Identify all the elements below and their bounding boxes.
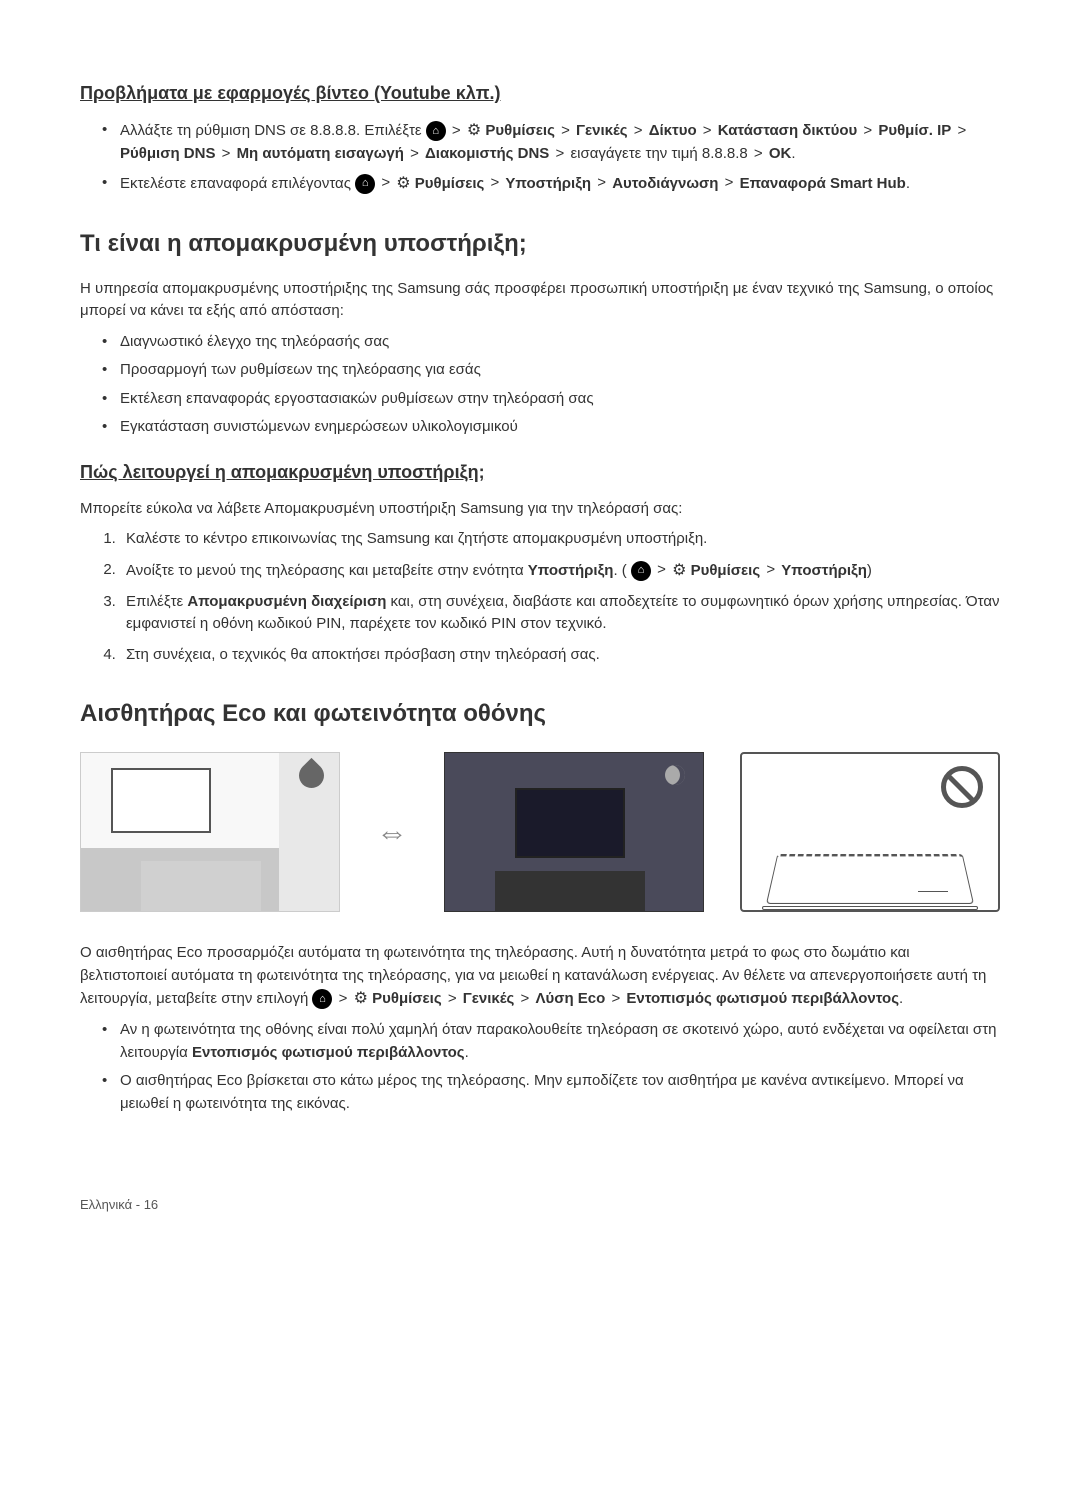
- nav-separator: >: [597, 174, 606, 191]
- nav-item: Ρυθμίσεις: [485, 122, 555, 139]
- nav-item: Γενικές: [463, 990, 515, 1007]
- step-text: ): [867, 561, 872, 578]
- section1-bullet-1: Αλλάξτε τη ρύθμιση DNS σε 8.8.8.8. Επιλέ…: [120, 119, 1000, 166]
- nav-item: Ρυθμίσεις: [415, 174, 485, 191]
- step-1: Καλέστε το κέντρο επικοινωνίας της Samsu…: [120, 528, 1000, 551]
- section2-intro: Η υπηρεσία απομακρυσμένης υποστήριξης τη…: [80, 278, 1000, 323]
- step-text: Ανοίξτε το μενού της τηλεόρασης και μετα…: [126, 561, 528, 578]
- nav-item: Γενικές: [576, 122, 628, 139]
- home-icon: ⌂: [426, 121, 446, 141]
- nav-separator: >: [339, 990, 348, 1007]
- nav-separator: >: [448, 990, 457, 1007]
- figure-dark-room: [444, 752, 704, 912]
- nav-separator: >: [766, 561, 775, 578]
- step-bold: Απομακρυσμένη διαχείριση: [187, 593, 386, 610]
- nav-item: Ρυθμίσεις: [372, 990, 442, 1007]
- nav-item: Εντοπισμός φωτισμού περιβάλλοντος: [626, 990, 899, 1007]
- section4-bullet-1: Αν η φωτεινότητα της οθόνης είναι πολύ χ…: [120, 1019, 1000, 1064]
- nav-separator: >: [490, 174, 499, 191]
- section4-heading: Αισθητήρας Eco και φωτεινότητα οθόνης: [80, 696, 1000, 732]
- intro-text: .: [899, 990, 903, 1007]
- nav-separator: >: [410, 145, 419, 162]
- nav-separator: >: [863, 122, 872, 139]
- nav-separator: >: [754, 145, 763, 162]
- bullet-text: Εκτελέστε επαναφορά επιλέγοντας: [120, 174, 355, 191]
- section4-intro: Ο αισθητήρας Eco προσαρμόζει αυτόματα τη…: [80, 942, 1000, 1011]
- nav-separator: >: [703, 122, 712, 139]
- nav-item: Διακομιστής DNS: [425, 145, 549, 162]
- list-item: Εγκατάσταση συνιστώμενων ενημερώσεων υλι…: [120, 416, 1000, 439]
- nav-separator: >: [521, 990, 530, 1007]
- step-text: . (: [613, 561, 626, 578]
- home-icon: ⌂: [312, 989, 332, 1009]
- nav-item: Ρυθμίσεις: [691, 561, 761, 578]
- section4-bullets: Αν η φωτεινότητα της οθόνης είναι πολύ χ…: [80, 1019, 1000, 1115]
- nav-separator: >: [657, 561, 666, 578]
- step-3: Επιλέξτε Απομακρυσμένη διαχείριση και, σ…: [120, 591, 1000, 636]
- nav-item: Υποστήριξη: [505, 174, 591, 191]
- nav-item: Δίκτυο: [649, 122, 697, 139]
- nav-separator: >: [634, 122, 643, 139]
- section1-heading: Προβλήματα με εφαρμογές βίντεο (Youtube …: [80, 80, 1000, 107]
- bullet-text: Αλλάξτε τη ρύθμιση DNS σε 8.8.8.8. Επιλέ…: [120, 122, 426, 139]
- step-bold: Υποστήριξη: [528, 561, 614, 578]
- section2-bullets: Διαγνωστικό έλεγχο της τηλεόρασής σας Πρ…: [80, 331, 1000, 439]
- nav-separator: >: [452, 122, 461, 139]
- nav-separator: >: [222, 145, 231, 162]
- nav-item: Ρυθμίσ. IP: [878, 122, 951, 139]
- nav-separator: >: [725, 174, 734, 191]
- section1-bullets: Αλλάξτε τη ρύθμιση DNS σε 8.8.8.8. Επιλέ…: [80, 119, 1000, 196]
- gear-icon: ⚙: [467, 119, 481, 143]
- nav-item: Επαναφορά Smart Hub: [740, 174, 906, 191]
- nav-item: Αυτοδιάγνωση: [612, 174, 718, 191]
- list-item: Εκτέλεση επαναφοράς εργοστασιακών ρυθμίσ…: [120, 388, 1000, 411]
- nav-separator: >: [381, 174, 390, 191]
- nav-separator: >: [556, 145, 565, 162]
- eco-sensor-figures: ⇔: [80, 752, 1000, 912]
- bullet-text: .: [791, 145, 795, 162]
- section3-heading: Πώς λειτουργεί η απομακρυσμένη υποστήριξ…: [80, 459, 1000, 486]
- gear-icon: ⚙: [672, 559, 686, 583]
- nav-separator: >: [561, 122, 570, 139]
- nav-separator: >: [957, 122, 966, 139]
- bullet-text: εισαγάγετε την τιμή 8.8.8.8: [570, 145, 751, 162]
- figure-bright-room: [80, 752, 340, 912]
- bullet-text: .: [465, 1044, 469, 1061]
- step-text: Επιλέξτε: [126, 593, 187, 610]
- section3-intro: Μπορείτε εύκολα να λάβετε Απομακρυσμένη …: [80, 498, 1000, 521]
- list-item: Προσαρμογή των ρυθμίσεων της τηλεόρασης …: [120, 359, 1000, 382]
- section4-bullet-2: Ο αισθητήρας Eco βρίσκεται στο κάτω μέρο…: [120, 1070, 1000, 1115]
- section2-heading: Τι είναι η απομακρυσμένη υποστήριξη;: [80, 226, 1000, 262]
- list-item: Διαγνωστικό έλεγχο της τηλεόρασής σας: [120, 331, 1000, 354]
- double-arrow-icon: ⇔: [376, 808, 408, 856]
- section3-steps: Καλέστε το κέντρο επικοινωνίας της Samsu…: [80, 528, 1000, 666]
- gear-icon: ⚙: [396, 172, 410, 196]
- nav-item: Υποστήριξη: [781, 561, 867, 578]
- nav-item: Λύση Eco: [535, 990, 605, 1007]
- nav-item: Ρύθμιση DNS: [120, 145, 215, 162]
- gear-icon: ⚙: [354, 987, 368, 1011]
- nav-item: Μη αυτόματη εισαγωγή: [237, 145, 404, 162]
- home-icon: ⌂: [355, 174, 375, 194]
- home-icon: ⌂: [631, 561, 651, 581]
- step-4: Στη συνέχεια, ο τεχνικός θα αποκτήσει πρ…: [120, 644, 1000, 667]
- nav-item: Κατάσταση δικτύου: [718, 122, 858, 139]
- page-footer: Ελληνικά - 16: [80, 1195, 1000, 1215]
- bullet-text: .: [906, 174, 910, 191]
- bullet-bold: Εντοπισμός φωτισμού περιβάλλοντος: [192, 1044, 465, 1061]
- nav-item: OK: [769, 145, 792, 162]
- section1-bullet-2: Εκτελέστε επαναφορά επιλέγοντας ⌂ > ⚙ Ρυ…: [120, 172, 1000, 196]
- figure-do-not-block: [740, 752, 1000, 912]
- nav-separator: >: [611, 990, 620, 1007]
- step-2: Ανοίξτε το μενού της τηλεόρασης και μετα…: [120, 559, 1000, 583]
